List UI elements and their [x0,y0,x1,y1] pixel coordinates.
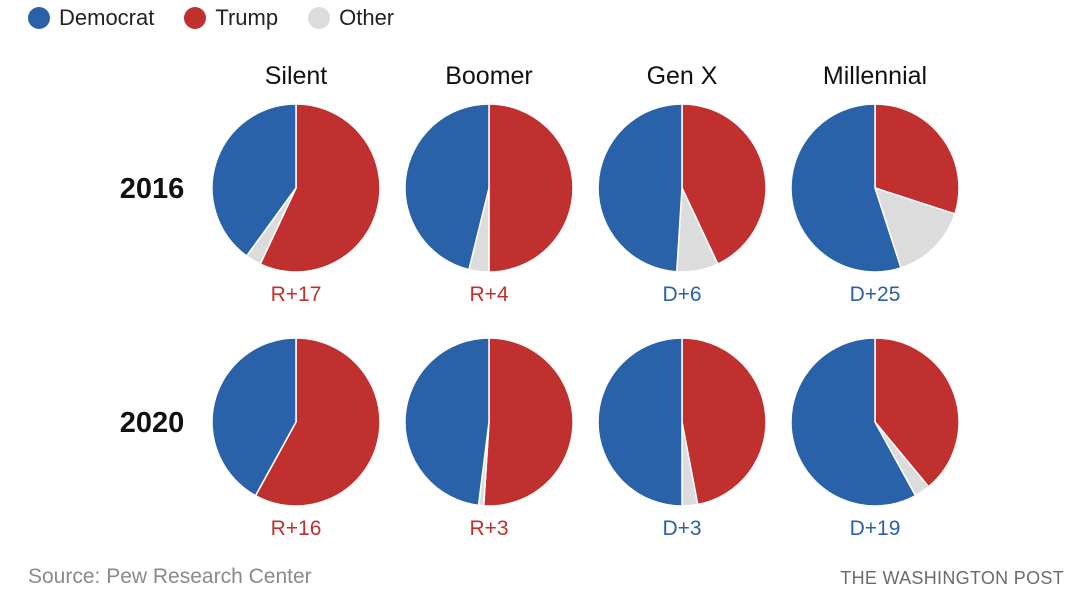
legend-label-democrat: Democrat [59,5,155,30]
margin-label-2016-millennial: D+25 [850,283,901,306]
pie-slice-2020-silent-trump [254,337,381,507]
legend-item-other: Other [308,5,394,31]
pie-slice-2020-millennial-trump [874,337,960,488]
legend-swatch-democrat [28,7,50,29]
legend-item-democrat: Democrat [28,5,154,31]
year-label-2016: 2016 [120,173,185,205]
generation-title-boomer: Boomer [445,62,533,90]
margin-label-2016-gen-x: D+6 [662,283,701,306]
margin-label-2020-boomer: R+3 [469,517,508,540]
source-note: Source: Pew Research Center [28,565,312,588]
legend-item-trump: Trump [184,5,278,31]
pie-slice-2016-silent-democrat [211,103,297,258]
generation-title-millennial: Millennial [823,62,927,90]
pie-slice-2016-boomer-trump [488,103,574,273]
pie-slice-2020-boomer-democrat [404,337,490,507]
generation-title-gen-x: Gen X [647,62,718,90]
legend-swatch-trump [184,7,207,29]
pie-chart-grid: Silent Boomer Gen X Millennial 2016 2020 R+17 R… [120,62,960,540]
year-label-2020: 2020 [120,407,185,439]
margin-label-2016-boomer: R+4 [469,283,508,306]
pie-slice-2020-gen-x-democrat [597,337,683,507]
pie-slice-2016-millennial-trump [874,103,960,215]
legend-label-trump: Trump [215,5,279,30]
pie-slice-2016-silent-trump [259,103,381,273]
pie-slice-2020-gen-x-trump [681,337,767,506]
pie-slice-2016-gen-x-democrat [597,103,683,273]
pie-slice-2016-boomer-democrat [404,103,490,271]
margin-label-2016-silent: R+17 [271,283,322,306]
publisher-credit: THE WASHINGTON POST [840,568,1064,588]
pie-slice-2016-millennial-democrat [790,103,902,273]
margin-label-2020-silent: R+16 [271,517,322,540]
pie-slice-2020-boomer-trump [482,337,574,507]
pie-slice-2020-millennial-democrat [790,337,917,507]
legend: Democrat Trump Other [28,4,424,32]
margin-label-2020-millennial: D+19 [850,517,901,540]
margin-label-2020-gen-x: D+3 [662,517,701,540]
pie-slice-2016-gen-x-trump [681,103,767,266]
pie-slice-2020-silent-democrat [211,337,297,497]
legend-label-other: Other [339,5,395,30]
generation-title-silent: Silent [265,62,328,90]
legend-swatch-other [308,7,331,29]
